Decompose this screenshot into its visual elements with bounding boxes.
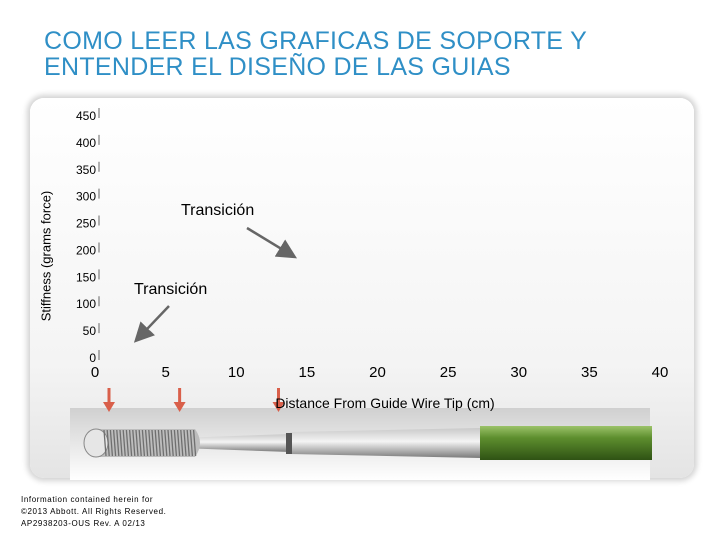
down-arrow-icon-head: [173, 402, 186, 412]
slide-title-line-1: COMO LEER LAS GRAFICAS DE SOPORTE Y: [44, 27, 588, 55]
down-arrow-icon-head: [272, 402, 285, 412]
annotation-arrow: [246, 226, 298, 259]
coil-winding: [167, 429, 171, 457]
footer-line-1: Information contained herein for: [21, 495, 154, 504]
y-tick-label: 350: [76, 163, 96, 177]
coil-winding: [176, 429, 181, 457]
coil-winding: [122, 429, 126, 457]
wire-shaft-coated: [480, 426, 652, 460]
wire-core-taper: [290, 428, 480, 458]
coil-winding: [170, 429, 174, 457]
y-tick-label: 200: [76, 243, 96, 257]
annotation-arrows: [133, 226, 298, 343]
coil-winding: [154, 429, 158, 457]
coil-winding: [186, 429, 190, 457]
position-markers: [103, 388, 285, 412]
x-tick-label: 0: [91, 364, 99, 381]
coil-winding: [183, 429, 187, 457]
x-tick-label: 40: [652, 364, 669, 381]
coil-winding: [119, 429, 123, 457]
coil-winding: [189, 429, 194, 457]
x-axis-label: Distance From Guide Wire Tip (cm): [275, 395, 495, 411]
slide-title-line-2: ENTENDER EL DISEÑO DE LAS GUIAS: [44, 53, 511, 81]
footer-legal: Information contained herein for ©2013 A…: [21, 494, 166, 530]
x-tick-label: 10: [228, 364, 245, 381]
axes: 0 50 100 150 200 250 300 350 400 450 0 5 10 15 20 25 30 3…: [76, 108, 668, 381]
annotation-arrow: [133, 305, 170, 343]
wire-marker-band: [286, 433, 292, 454]
footer-line-3: AP2938203-OUS Rev. A 02/13: [21, 519, 146, 528]
coil-winding: [112, 429, 117, 457]
y-tick-label: 0: [89, 351, 96, 365]
coil-winding: [125, 429, 130, 457]
wire-coil-windings: [103, 429, 197, 457]
coil-winding: [192, 429, 197, 457]
y-tick-label: 50: [83, 324, 97, 338]
y-tick-label: 450: [76, 109, 96, 123]
coil-winding: [151, 429, 155, 457]
coil-winding: [144, 429, 149, 457]
coil-winding: [138, 429, 142, 457]
y-tick-label: 250: [76, 217, 96, 231]
x-tick-label: 35: [581, 364, 598, 381]
annotation-label-lower: Transición: [134, 281, 208, 298]
coil-winding: [173, 429, 178, 457]
y-tick-label: 150: [76, 270, 96, 284]
y-tick-label: 400: [76, 136, 96, 150]
footer-line-2: ©2013 Abbott. All Rights Reserved.: [21, 507, 167, 516]
coil-winding: [103, 429, 107, 457]
coil-winding: [135, 429, 139, 457]
coil-winding: [148, 429, 152, 457]
y-tick-label: 300: [76, 190, 96, 204]
y-axis-label: Stiffness (grams force): [38, 190, 54, 322]
coil-winding: [141, 429, 146, 457]
coil-winding: [116, 429, 120, 457]
coil-winding: [132, 429, 136, 457]
slide-title: COMO LEER LAS GRAFICAS DE SOPORTE Y ENTE…: [44, 28, 684, 80]
annotation-label-upper: Transición: [181, 202, 255, 219]
x-tick-label: 30: [510, 364, 527, 381]
coil-winding: [180, 429, 184, 457]
down-arrow-icon-head: [103, 402, 115, 412]
x-tick-label: 15: [299, 364, 316, 381]
coil-winding: [160, 429, 165, 457]
x-tick-label: 20: [369, 364, 386, 381]
coil-winding: [128, 429, 133, 457]
coil-winding: [106, 429, 110, 457]
x-tick-label: 25: [440, 364, 457, 381]
coil-winding: [157, 429, 162, 457]
coil-winding: [109, 429, 114, 457]
guide-wire-diagram: [70, 408, 652, 480]
wire-core-distal: [180, 434, 290, 452]
x-tick-label: 5: [161, 364, 169, 381]
coil-winding: [164, 429, 168, 457]
y-tick-label: 100: [76, 297, 96, 311]
